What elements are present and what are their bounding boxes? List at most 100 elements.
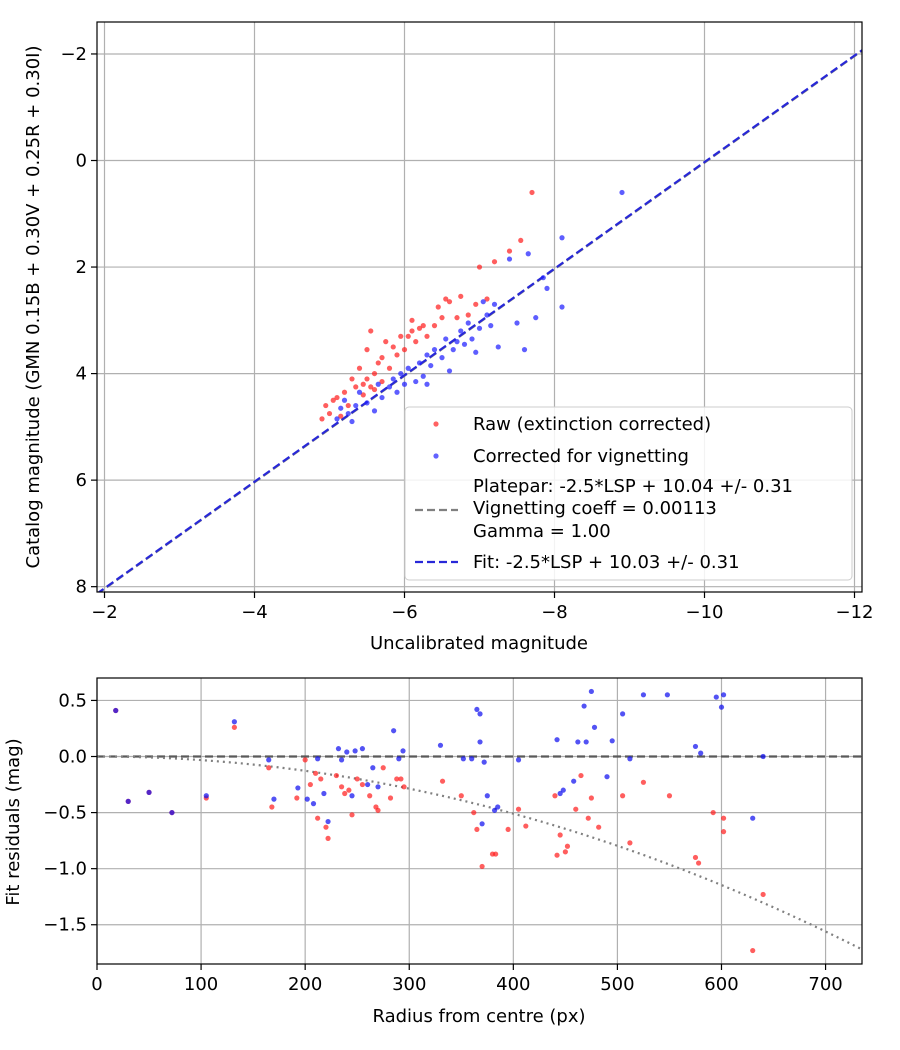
data-point: [344, 749, 350, 755]
y-tick-label: −2: [60, 44, 87, 65]
data-point: [720, 692, 727, 698]
data-point: [367, 793, 373, 799]
data-point: [398, 370, 404, 377]
x-tick-label: −12: [836, 602, 874, 623]
data-point: [338, 413, 344, 419]
data-point: [346, 787, 352, 793]
data-point: [627, 840, 633, 846]
data-point: [349, 812, 355, 818]
data-point: [401, 784, 407, 790]
top-y-label: Catalog magnitude (GMN 0.15B + 0.30V + 0…: [23, 45, 44, 568]
data-point: [692, 854, 699, 861]
data-point: [481, 759, 487, 765]
data-point: [380, 765, 386, 771]
data-point: [439, 778, 446, 784]
data-point: [371, 370, 378, 377]
data-point: [484, 312, 490, 318]
data-point: [312, 770, 319, 776]
data-point: [474, 706, 480, 713]
data-point: [560, 787, 566, 793]
bottom-y-ticks: 0.5 0.0 −0.5 −1.0 −1.5: [43, 690, 97, 936]
data-point: [562, 849, 568, 855]
data-point: [359, 781, 366, 788]
data-point: [323, 824, 329, 830]
data-point: [359, 746, 366, 752]
bottom-y-label: Fit residuals (mag): [3, 738, 24, 905]
data-point: [664, 692, 670, 698]
data-point: [465, 312, 471, 318]
data-point: [379, 378, 385, 385]
data-point: [620, 793, 626, 799]
data-point: [495, 804, 501, 810]
data-point: [588, 795, 594, 801]
data-point: [295, 785, 301, 791]
data-point: [330, 397, 336, 403]
x-tick-label: −2: [91, 602, 118, 623]
data-point: [416, 360, 423, 366]
data-point: [506, 256, 513, 262]
data-point: [398, 776, 404, 782]
data-point: [640, 692, 647, 698]
top-fit-lines: [97, 49, 862, 592]
legend-vignetting-label: Vignetting coeff = 0.00113: [473, 498, 717, 519]
data-point: [640, 779, 647, 785]
legend-platepar-label: Platepar: -2.5*LSP + 10.04 +/- 0.31: [473, 476, 793, 497]
data-point: [491, 301, 498, 307]
data-point: [720, 815, 727, 821]
data-point: [379, 355, 385, 361]
data-point: [469, 336, 475, 342]
data-point: [349, 793, 355, 799]
data-point: [370, 765, 376, 771]
data-point: [479, 863, 485, 870]
data-point: [460, 756, 466, 762]
y-tick-label: 0.0: [58, 747, 87, 768]
data-point: [360, 392, 366, 398]
data-point: [356, 365, 363, 371]
data-point: [609, 738, 615, 744]
top-points: [319, 189, 625, 425]
data-point: [476, 325, 483, 331]
data-point: [386, 384, 393, 390]
data-point: [394, 352, 400, 358]
data-point: [379, 394, 385, 401]
data-point: [529, 189, 535, 196]
data-point: [627, 756, 633, 762]
data-point: [573, 806, 579, 812]
data-point: [505, 826, 511, 833]
data-point: [461, 341, 468, 347]
data-point: [588, 688, 594, 695]
y-tick-label: 0.5: [58, 690, 87, 711]
x-tick-label: −6: [391, 602, 418, 623]
data-point: [319, 416, 325, 422]
data-point: [698, 750, 704, 756]
data-point: [458, 293, 464, 299]
data-point: [325, 835, 331, 841]
x-tick-label: −4: [241, 602, 268, 623]
data-point: [439, 315, 445, 321]
data-point: [400, 748, 406, 754]
data-point: [375, 784, 381, 790]
data-point: [458, 328, 464, 334]
data-point: [416, 325, 423, 331]
data-point: [307, 781, 313, 788]
data-point: [321, 790, 327, 797]
data-point: [375, 360, 381, 366]
data-point: [506, 248, 513, 254]
data-point: [695, 860, 702, 866]
data-point: [231, 719, 237, 725]
data-point: [387, 795, 394, 801]
data-point: [354, 776, 360, 782]
data-point: [760, 891, 766, 898]
top-chart: −2 −4 −6 −8 −10 −12 −2 0 2 4 6 8 Uncalibrated magn…: [23, 21, 874, 654]
x-tick-label: 400: [496, 974, 530, 995]
data-point: [473, 301, 479, 307]
data-point: [169, 809, 175, 816]
data-point: [338, 757, 345, 763]
data-point: [458, 793, 464, 799]
legend-raw-label: Raw (extinction corrected): [473, 414, 711, 435]
data-point: [409, 328, 415, 334]
data-point: [443, 336, 449, 342]
data-point: [113, 707, 119, 714]
data-point: [310, 801, 317, 807]
